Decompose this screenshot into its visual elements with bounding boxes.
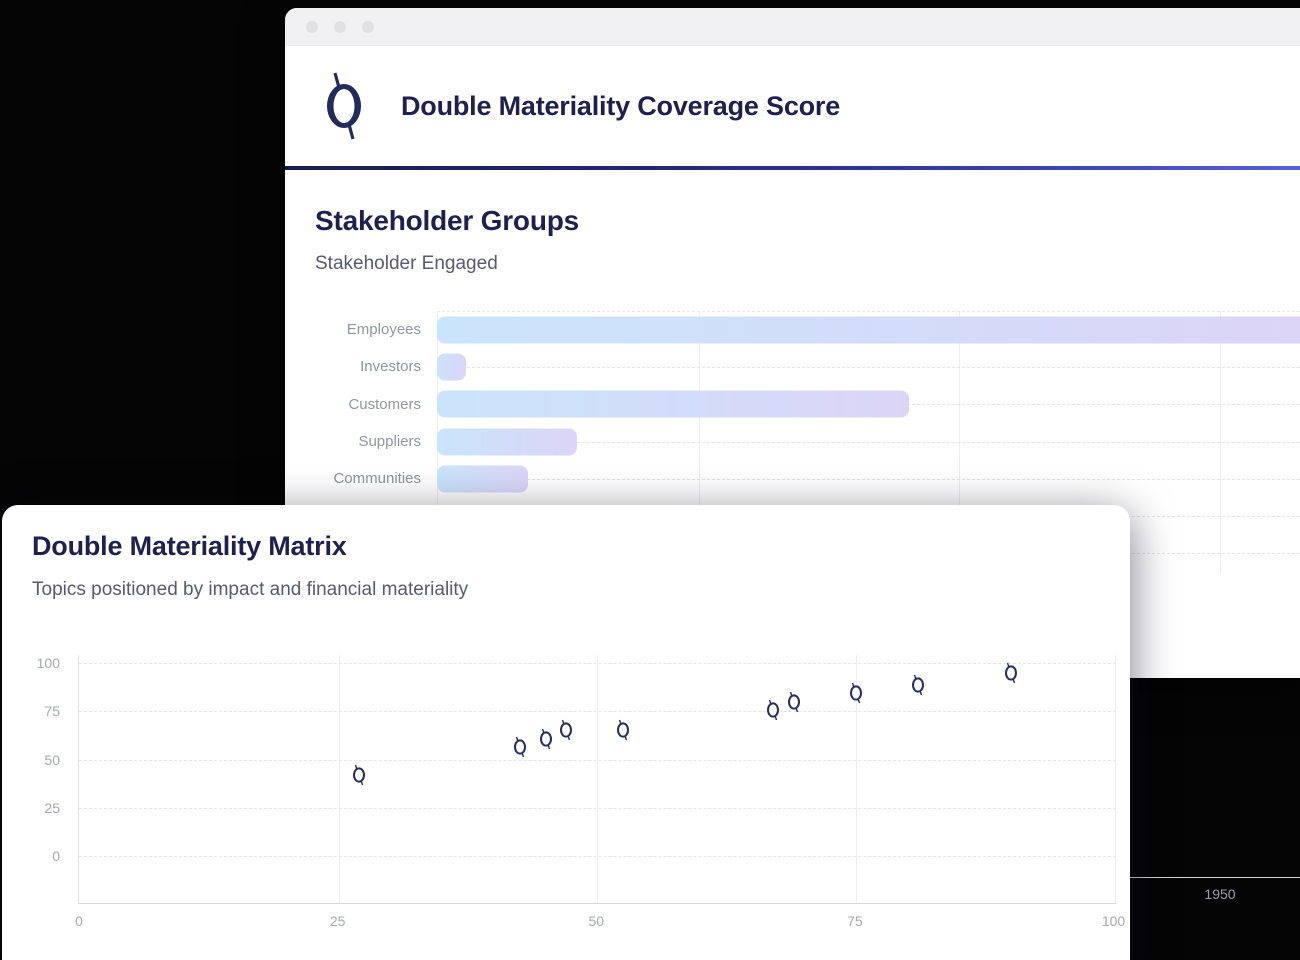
scatter-y-tick-label: 100 xyxy=(36,655,60,671)
scatter-horizontal-gridline xyxy=(79,856,1116,857)
scatter-x-tick-label: 0 xyxy=(75,913,83,929)
scatter-y-axis-labels: 100 75 50 25 0 xyxy=(12,655,60,903)
bar-suppliers xyxy=(437,428,577,456)
scatter-point-brand-o-glyph xyxy=(1004,662,1019,683)
scatter-point-brand-o-glyph xyxy=(766,700,781,721)
bar-row-employees: Employees xyxy=(285,311,1300,348)
scatter-horizontal-gridline xyxy=(79,711,1116,713)
scatter-x-tick-label: 75 xyxy=(847,913,863,929)
bar-category-label: Investors xyxy=(360,358,421,376)
window-title: Double Materiality Coverage Score xyxy=(401,90,841,121)
scatter-x-tick-label: 100 xyxy=(1101,913,1126,929)
scatter-x-tick-label: 25 xyxy=(329,913,346,929)
scatter-x-tick-label: 50 xyxy=(588,913,605,929)
scatter-horizontal-gridline xyxy=(79,663,1116,664)
scatter-point-brand-o-glyph xyxy=(910,674,925,696)
scatter-horizontal-gridline xyxy=(79,759,1116,761)
scatter-y-tick-label: 75 xyxy=(44,703,60,720)
scatter-point-brand-o-glyph xyxy=(559,719,574,740)
bar-track xyxy=(437,311,1300,348)
row-dashed-gridline xyxy=(437,441,1300,443)
card-title: Double Materiality Matrix xyxy=(32,531,347,561)
scatter-point-brand-o-glyph xyxy=(538,729,553,750)
bar-row-customers: Customers xyxy=(285,386,1300,423)
window-control-dot[interactable] xyxy=(362,20,374,33)
bar-category-label: Suppliers xyxy=(358,433,421,451)
chart-top-gridline xyxy=(437,311,1300,312)
scatter-point-brand-o-glyph xyxy=(786,691,801,712)
bar-track xyxy=(437,423,1300,460)
bar-track xyxy=(437,348,1300,385)
header-divider xyxy=(285,166,1300,170)
bar-row-investors: Investors xyxy=(285,348,1300,385)
brand-logo-icon xyxy=(323,71,365,141)
row-dashed-gridline xyxy=(437,366,1300,368)
bar-category-label: Customers xyxy=(348,395,421,413)
scatter-vertical-gridline xyxy=(597,655,598,903)
scatter-y-tick-label: 25 xyxy=(44,799,60,816)
materiality-scatter-chart: 100 75 50 25 0 0 25 50 75 100 xyxy=(2,655,1130,955)
bar-category-label: Communities xyxy=(333,470,421,488)
bar-track xyxy=(437,386,1300,423)
section-subtitle: Stakeholder Engaged xyxy=(315,253,498,274)
window-header: Double Materiality Coverage Score xyxy=(285,46,1300,166)
row-dashed-gridline xyxy=(437,478,1300,480)
scatter-point-brand-o-glyph xyxy=(616,719,631,740)
window-control-dot[interactable] xyxy=(334,20,346,33)
window-titlebar[interactable] xyxy=(285,8,1300,46)
bar-category-label: Employees xyxy=(346,321,421,339)
scatter-plot-area xyxy=(78,655,1116,904)
bar-x-tick-label: 1950 xyxy=(1204,886,1236,902)
bar-track xyxy=(437,460,1300,497)
window-control-dot[interactable] xyxy=(306,20,318,33)
scatter-y-tick-label: 50 xyxy=(44,751,60,768)
bar-employees xyxy=(437,316,1300,344)
bar-investors xyxy=(437,353,466,381)
section-title: Stakeholder Groups xyxy=(315,205,580,236)
materiality-matrix-card: Double Materiality Matrix Topics positio… xyxy=(2,505,1130,960)
bar-communities xyxy=(437,465,528,493)
scatter-y-tick-label: 0 xyxy=(52,848,60,864)
scatter-vertical-gridline xyxy=(856,655,857,903)
scatter-horizontal-gridline xyxy=(79,807,1116,809)
card-subtitle: Topics positioned by impact and financia… xyxy=(32,579,469,600)
scatter-point-brand-o-glyph xyxy=(848,682,863,704)
scatter-vertical-gridline xyxy=(1115,655,1116,903)
bar-row-suppliers: Suppliers xyxy=(285,423,1300,460)
bar-row-communities: Communities xyxy=(285,460,1300,497)
bar-customers xyxy=(437,390,909,418)
scatter-point-brand-o-glyph xyxy=(352,764,367,786)
scatter-vertical-gridline xyxy=(339,655,340,903)
scatter-point-brand-o-glyph xyxy=(512,736,527,758)
